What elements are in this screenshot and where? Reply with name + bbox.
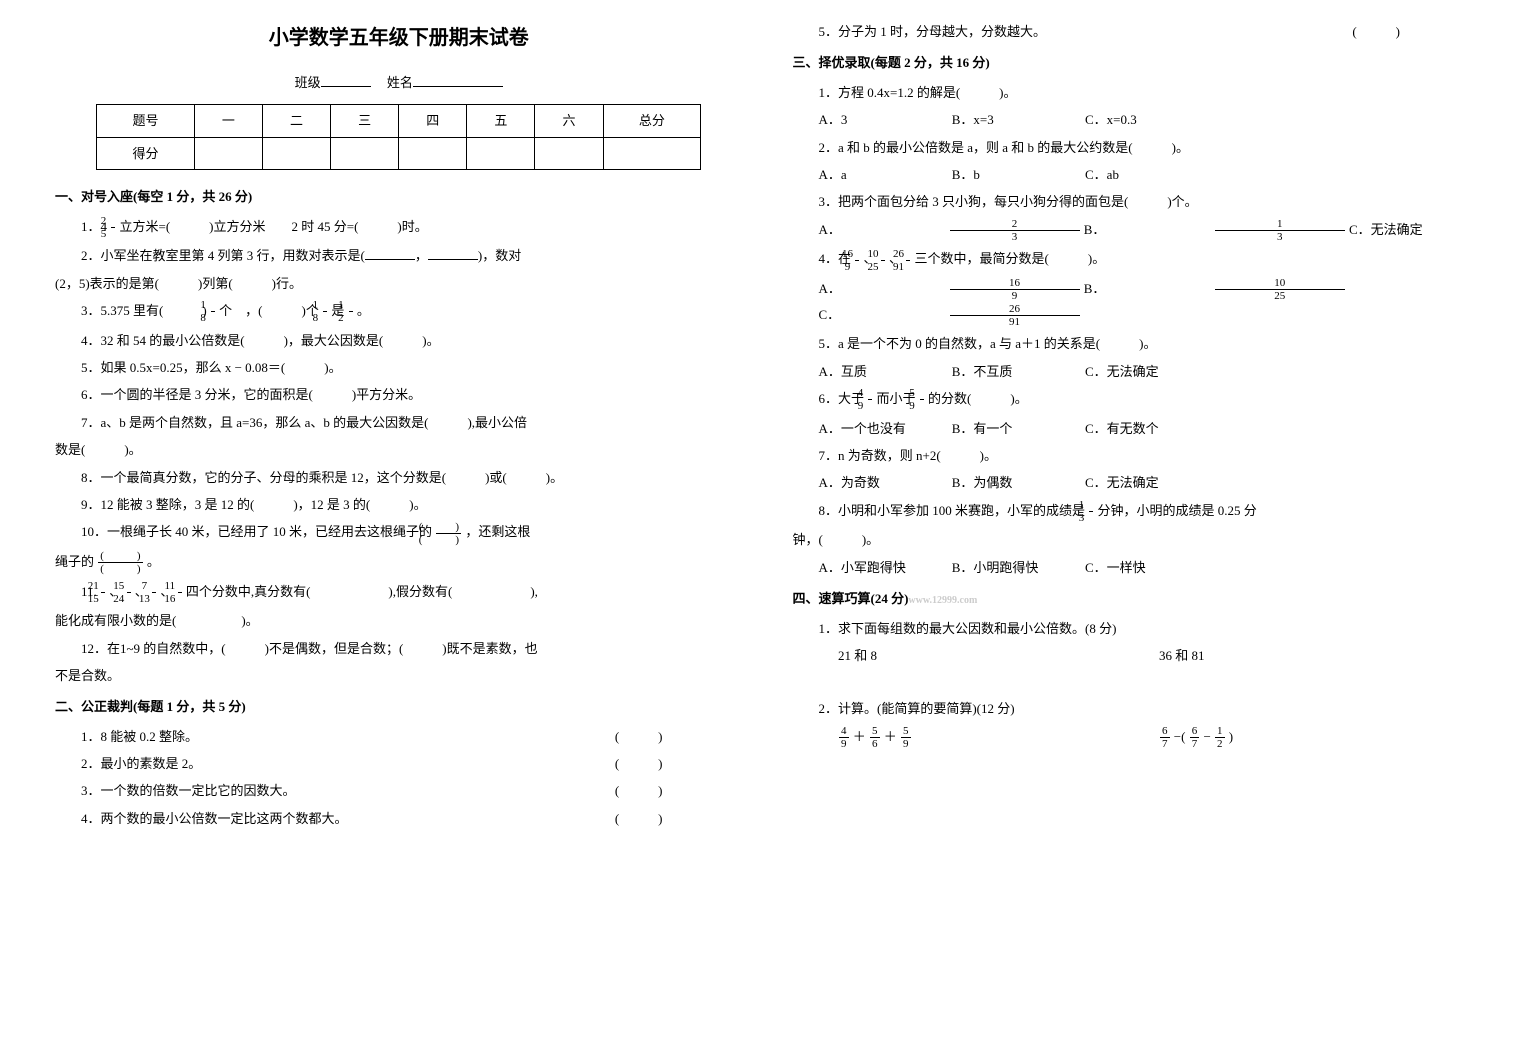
frac-5-9: 59 — [920, 387, 924, 412]
q3-8-cont: 钟，( )。 — [793, 528, 1481, 551]
frac-paren2: ( )( ) — [98, 550, 142, 575]
q3-8-opts: A．小军跑得快 B．小明跑得快 C．一样快 — [819, 556, 1481, 579]
q3-3: 3．把两个面包分给 3 只小狗，每只小狗分得的面包是( )个。 — [819, 190, 1481, 213]
q4-1: 1．求下面每组数的最大公因数和最小公倍数。(8 分) — [819, 617, 1481, 640]
th: 总分 — [603, 105, 701, 137]
q2-3: 3．一个数的倍数一定比它的因数大。( ) — [81, 779, 743, 802]
q2-2: 2．最小的素数是 2。( ) — [81, 752, 743, 775]
q4-2: 2．计算。(能简算的要简算)(12 分) — [819, 697, 1481, 720]
q1-11: 11. 2115 、 1524 、 713 、 1116 四个分数中,真分数有(… — [81, 580, 743, 606]
frac-1-2: 12 — [349, 299, 353, 324]
q4-2-items: 49 ＋ 56 ＋ 59 67 −( 67 − 12 ) — [838, 725, 1480, 751]
q3-1: 1．方程 0.4x=1.2 的解是( )。 — [819, 81, 1481, 104]
q1-8: 8．一个最简真分数，它的分子、分母的乘积是 12，这个分数是( )或( )。 — [81, 466, 743, 489]
table-row: 得分 — [97, 137, 701, 169]
q3-2: 2．a 和 b 的最小公倍数是 a，则 a 和 b 的最大公约数是( )。 — [819, 136, 1481, 159]
section4-head: 四、速算巧算(24 分)www.12999.com — [793, 587, 1481, 610]
score-table: 题号 一 二 三 四 五 六 总分 得分 — [96, 104, 701, 170]
frac-4-9: 49 — [868, 387, 872, 412]
q1-1: 1．4 25 立方米=( )立方分米 2 时 45 分=( )时。 — [81, 215, 743, 241]
frac-1-3b: 13 — [1089, 499, 1093, 524]
th: 三 — [331, 105, 399, 137]
th: 四 — [399, 105, 467, 137]
q3-6-opts: A．一个也没有 B．有一个 C．有无数个 — [819, 417, 1481, 440]
table-row: 题号 一 二 三 四 五 六 总分 — [97, 105, 701, 137]
q3-2-opts: A．a B．b C．ab — [819, 163, 1481, 186]
q1-2: 2．小军坐在教室里第 4 列第 3 行，用数对表示是(，)，数对 — [81, 244, 743, 267]
q1-12-cont: 不是合数。 — [55, 664, 743, 687]
frac-10-25: 1025 — [881, 248, 885, 273]
q3-7: 7．n 为奇数，则 n+2( )。 — [819, 444, 1481, 467]
class-name-line: 班级 姓名 — [55, 71, 743, 94]
q3-1-opts: A．3 B．x=3 C．x=0.3 — [819, 108, 1481, 131]
q1-7-cont: 数是( )。 — [55, 438, 743, 461]
frac-26-91b: 2691 — [950, 303, 1080, 328]
q1-4: 4．32 和 54 的最小公倍数是( )，最大公因数是( )。 — [81, 329, 743, 352]
q1-7: 7．a、b 是两个自然数，且 a=36，那么 a、b 的最大公因数是( ),最小… — [81, 411, 743, 434]
th: 六 — [535, 105, 603, 137]
calc-expr-1: 49 ＋ 56 ＋ 59 — [838, 725, 1159, 751]
q3-4: 4．在 169 、 1025 、 2691 三个数中，最简分数是( )。 — [819, 247, 1481, 273]
frac-16-9b: 169 — [950, 277, 1080, 302]
frac-26-91: 2691 — [906, 248, 910, 273]
q1-5: 5．如果 0.5x=0.25，那么 x − 0.08＝( )。 — [81, 356, 743, 379]
q2-4: 4．两个数的最小公倍数一定比这两个数都大。( ) — [81, 807, 743, 830]
q3-6: 6．大于 49 而小于 59 的分数( )。 — [819, 387, 1481, 413]
watermark: www.12999.com — [908, 595, 977, 606]
q3-7-opts: A．为奇数 B．为偶数 C．无法确定 — [819, 471, 1481, 494]
frac-paren: ( )( ) — [436, 521, 461, 546]
frac-2-3: 23 — [950, 218, 1080, 243]
calc-expr-2: 67 −( 67 − 12 ) — [1159, 725, 1480, 751]
q1-11-cont: 能化成有限小数的是( )。 — [55, 609, 743, 632]
th: 二 — [262, 105, 330, 137]
name-label: 姓名 — [387, 75, 413, 90]
q1-10: 10．一根绳子长 40 米，已经用了 10 米，已经用去这根绳子的 ( )( )… — [81, 520, 743, 546]
frac-10-25b: 1025 — [1215, 277, 1345, 302]
q3-8: 8．小明和小军参加 100 米赛跑，小军的成绩是 13 分钟，小明的成绩是 0.… — [819, 499, 1481, 525]
right-column: 5．分子为 1 时，分母越大，分数越大。( ) 三、择优录取(每题 2 分，共 … — [768, 20, 1506, 1030]
frac-11-16: 1116 — [178, 580, 182, 605]
q4-1-items: 21 和 8 36 和 81 — [838, 644, 1480, 667]
frac-16-9: 169 — [855, 248, 859, 273]
q2-5: 5．分子为 1 时，分母越大，分数越大。( ) — [819, 20, 1481, 43]
frac-21-15: 2115 — [101, 580, 105, 605]
q1-2-cont: (2，5)表示的是第( )列第( )行。 — [55, 272, 743, 295]
q3-3-opts: A．23 B．13 C．无法确定 — [819, 218, 1481, 244]
q2-1: 1．8 能被 0.2 整除。( ) — [81, 725, 743, 748]
q1-3: 3．5.375 里有( ) 18 个 ，( )个 18 是 12 。 — [81, 299, 743, 325]
q3-5-opts: A．互质 B．不互质 C．无法确定 — [819, 360, 1481, 383]
name-blank — [413, 74, 503, 87]
th: 一 — [194, 105, 262, 137]
frac-1-8: 18 — [211, 299, 215, 324]
frac-1-8b: 18 — [323, 299, 327, 324]
page-title: 小学数学五年级下册期末试卷 — [55, 20, 743, 56]
q3-4-opts: A．169 B．1025 C．2691 — [819, 277, 1481, 328]
section3-head: 三、择优录取(每题 2 分，共 16 分) — [793, 51, 1481, 74]
q1-12: 12．在1~9 的自然数中，( )不是偶数，但是合数；( )既不是素数，也 — [81, 637, 743, 660]
frac-2-5: 25 — [111, 215, 115, 240]
section1-head: 一、对号入座(每空 1 分，共 26 分) — [55, 185, 743, 208]
th: 五 — [467, 105, 535, 137]
q1-9: 9．12 能被 3 整除，3 是 12 的( )，12 是 3 的( )。 — [81, 493, 743, 516]
left-column: 小学数学五年级下册期末试卷 班级 姓名 题号 一 二 三 四 五 六 总分 得分… — [30, 20, 768, 1030]
section2-head: 二、公正裁判(每题 1 分，共 5 分) — [55, 695, 743, 718]
q1-6: 6．一个圆的半径是 3 分米，它的面积是( )平方分米。 — [81, 383, 743, 406]
frac-7-13: 713 — [152, 580, 156, 605]
th: 题号 — [97, 105, 195, 137]
frac-15-24: 1524 — [127, 580, 131, 605]
frac-1-3: 13 — [1215, 218, 1345, 243]
class-blank — [321, 74, 371, 87]
class-label: 班级 — [295, 75, 321, 90]
td: 得分 — [97, 137, 195, 169]
q1-10-cont: 绳子的 ( )( ) 。 — [55, 550, 743, 576]
q3-5: 5．a 是一个不为 0 的自然数，a 与 a＋1 的关系是( )。 — [819, 332, 1481, 355]
